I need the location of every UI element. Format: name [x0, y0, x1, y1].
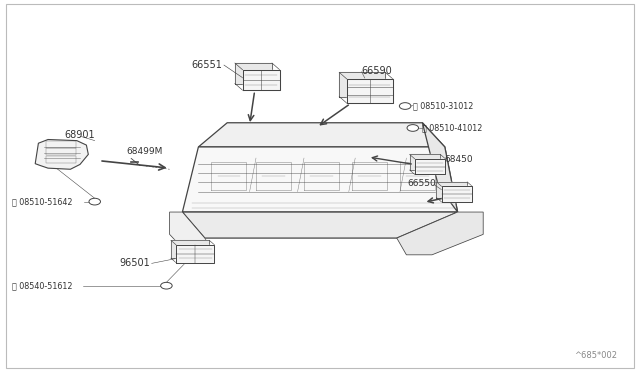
Polygon shape — [397, 212, 483, 255]
Polygon shape — [176, 245, 214, 263]
Polygon shape — [410, 154, 440, 170]
Text: 66590: 66590 — [362, 66, 392, 76]
Text: 68901: 68901 — [64, 130, 95, 140]
Text: 68499M: 68499M — [127, 147, 163, 155]
Polygon shape — [442, 186, 472, 202]
Text: 96501: 96501 — [120, 259, 150, 268]
Text: 66551: 66551 — [192, 60, 223, 70]
Polygon shape — [436, 182, 467, 198]
Polygon shape — [170, 212, 214, 255]
Polygon shape — [182, 212, 458, 238]
Text: ^685*002: ^685*002 — [575, 351, 618, 360]
Text: 66550: 66550 — [407, 179, 436, 187]
Polygon shape — [347, 79, 393, 103]
Polygon shape — [182, 147, 458, 212]
Circle shape — [407, 125, 419, 131]
Polygon shape — [243, 70, 280, 90]
Polygon shape — [171, 240, 209, 258]
Polygon shape — [339, 72, 385, 96]
Text: Ⓝ 08540-51612: Ⓝ 08540-51612 — [12, 281, 72, 290]
Text: Ⓝ 08510-31012: Ⓝ 08510-31012 — [413, 101, 473, 110]
Text: Ⓝ 08510-41012: Ⓝ 08510-41012 — [422, 124, 483, 132]
Text: Ⓝ 08510-51642: Ⓝ 08510-51642 — [12, 197, 72, 206]
Polygon shape — [198, 123, 445, 147]
Polygon shape — [235, 63, 272, 83]
Text: 68450: 68450 — [444, 155, 473, 164]
Circle shape — [161, 282, 172, 289]
Circle shape — [89, 198, 100, 205]
Polygon shape — [422, 123, 458, 212]
Polygon shape — [35, 140, 88, 169]
Circle shape — [399, 103, 411, 109]
Polygon shape — [415, 159, 445, 174]
